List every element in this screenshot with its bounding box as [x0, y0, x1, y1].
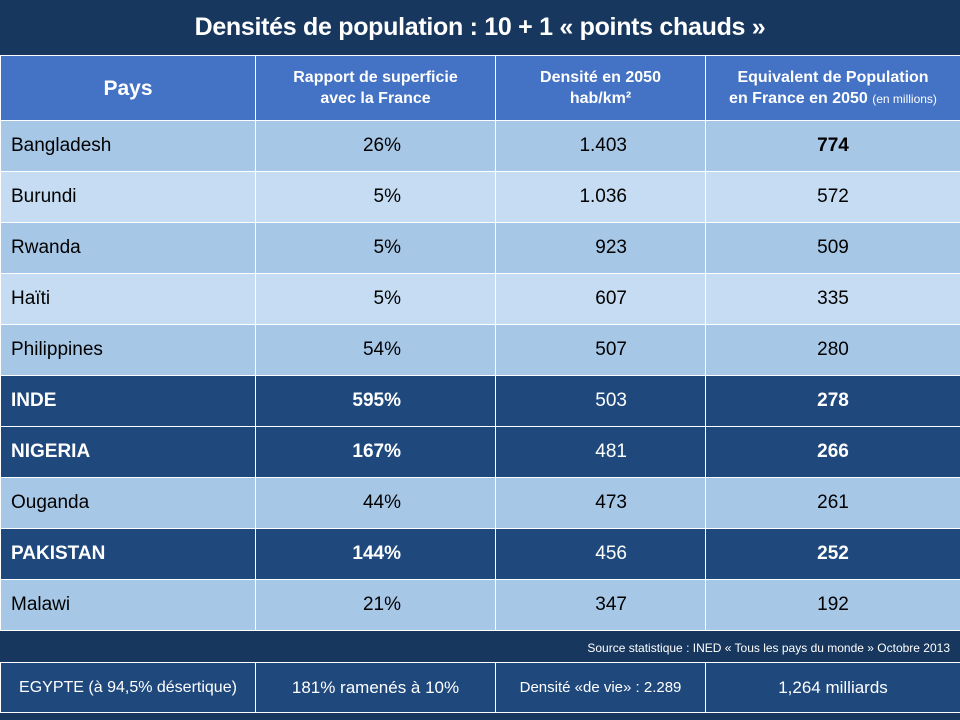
table-header-row: Pays Rapport de superficie avec la Franc…	[0, 55, 960, 121]
cell-equivalent: 252	[705, 528, 960, 580]
cell-densite: 507	[495, 324, 706, 376]
cell-equivalent: 572	[705, 171, 960, 223]
table-row: Ouganda 44% 473 261	[0, 477, 960, 529]
header-densite-line2: hab/km²	[569, 90, 632, 107]
cell-rapport: 144%	[255, 528, 496, 580]
table-row: Rwanda 5% 923 509	[0, 222, 960, 274]
cell-rapport: 5%	[255, 273, 496, 325]
cell-pays: Burundi	[0, 171, 256, 223]
header-equivalent: Equivalent de Population en France en 20…	[705, 55, 960, 121]
cell-equivalent: 278	[705, 375, 960, 427]
cell-pays: NIGERIA	[0, 426, 256, 478]
table-row: Haïti 5% 607 335	[0, 273, 960, 325]
egypte-equivalent: 1,264 milliards	[705, 662, 960, 713]
cell-densite: 347	[495, 579, 706, 631]
cell-rapport: 167%	[255, 426, 496, 478]
cell-equivalent: 261	[705, 477, 960, 529]
density-table: Pays Rapport de superficie avec la Franc…	[0, 55, 960, 631]
table-row: Burundi 5% 1.036 572	[0, 171, 960, 223]
cell-densite: 481	[495, 426, 706, 478]
header-equivalent-line2: en France en 2050	[729, 89, 868, 107]
cell-equivalent: 192	[705, 579, 960, 631]
egypte-rapport: 181% ramenés à 10%	[255, 662, 496, 713]
cell-rapport: 21%	[255, 579, 496, 631]
cell-pays: Rwanda	[0, 222, 256, 274]
source-note: Source statistique : INED « Tous les pay…	[0, 635, 960, 662]
cell-rapport: 5%	[255, 171, 496, 223]
header-rapport: Rapport de superficie avec la France	[255, 55, 496, 121]
table-row: Malawi 21% 347 192	[0, 579, 960, 631]
cell-densite: 473	[495, 477, 706, 529]
header-pays: Pays	[0, 55, 256, 121]
egypte-table: EGYPTE (à 94,5% désertique) 181% ramenés…	[0, 662, 960, 713]
cell-densite: 607	[495, 273, 706, 325]
cell-pays: Bangladesh	[0, 120, 256, 172]
cell-densite: 923	[495, 222, 706, 274]
cell-equivalent: 509	[705, 222, 960, 274]
cell-pays: PAKISTAN	[0, 528, 256, 580]
cell-equivalent: 266	[705, 426, 960, 478]
cell-rapport: 26%	[255, 120, 496, 172]
header-equivalent-line1: Equivalent de Population	[737, 68, 929, 86]
table-row: Philippines 54% 507 280	[0, 324, 960, 376]
cell-rapport: 5%	[255, 222, 496, 274]
table-row-highlighted: INDE 595% 503 278	[0, 375, 960, 427]
cell-pays: Ouganda	[0, 477, 256, 529]
cell-pays: Haïti	[0, 273, 256, 325]
header-equivalent-unit: (en millions)	[872, 91, 937, 106]
header-densite: Densité en 2050 hab/km²	[495, 55, 706, 121]
egypte-pays: EGYPTE (à 94,5% désertique)	[0, 662, 256, 713]
cell-equivalent: 280	[705, 324, 960, 376]
egypte-densite: Densité «de vie» : 2.289	[495, 662, 706, 713]
egypte-row: EGYPTE (à 94,5% désertique) 181% ramenés…	[0, 662, 960, 713]
table-row: Bangladesh 26% 1.403 774	[0, 120, 960, 172]
table-row-highlighted: PAKISTAN 144% 456 252	[0, 528, 960, 580]
cell-equivalent: 774	[705, 120, 960, 172]
header-rapport-line2: avec la France	[320, 90, 431, 107]
cell-rapport: 595%	[255, 375, 496, 427]
source-text: Source statistique : INED « Tous les pay…	[587, 641, 950, 655]
header-densite-line1: Densité en 2050	[540, 69, 661, 86]
cell-densite: 1.036	[495, 171, 706, 223]
cell-pays: INDE	[0, 375, 256, 427]
cell-densite: 1.403	[495, 120, 706, 172]
cell-equivalent: 335	[705, 273, 960, 325]
cell-pays: Malawi	[0, 579, 256, 631]
table-row-highlighted: NIGERIA 167% 481 266	[0, 426, 960, 478]
cell-densite: 456	[495, 528, 706, 580]
slide-title: Densités de population : 10 + 1 « points…	[194, 13, 766, 41]
cell-rapport: 54%	[255, 324, 496, 376]
cell-pays: Philippines	[0, 324, 256, 376]
cell-densite: 503	[495, 375, 706, 427]
cell-rapport: 44%	[255, 477, 496, 529]
header-rapport-line1: Rapport de superficie	[293, 69, 458, 86]
